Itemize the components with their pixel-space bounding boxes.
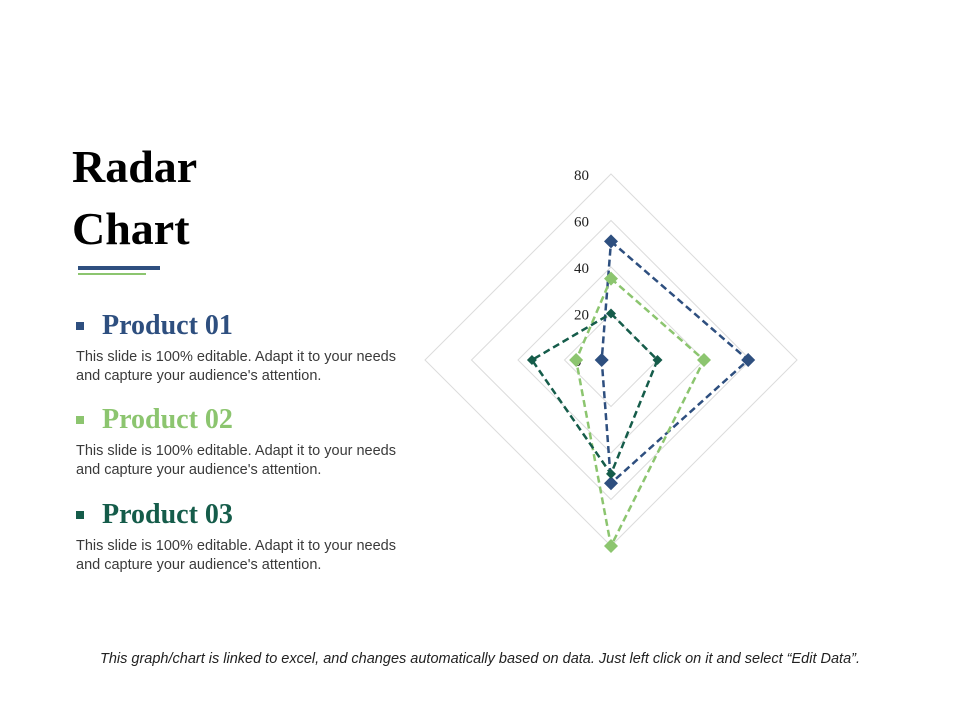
product-01-heading: Product 01: [76, 308, 416, 344]
tick-label-40: 40: [574, 261, 589, 277]
series-3-point-top: [606, 308, 616, 319]
tick-label-60: 60: [574, 215, 589, 231]
product-03-description: This slide is 100% editable. Adapt it to…: [76, 538, 396, 573]
series-2-point-top: [604, 271, 618, 286]
product-03-heading: Product 03: [76, 497, 416, 533]
product-02-name: Product 02: [102, 404, 233, 435]
tick-label-80: 80: [574, 168, 589, 184]
grid-ring-60: [470, 219, 752, 501]
series-3-point-bottom: [606, 468, 616, 479]
product-01-block: Product 01 This slide is 100% editable. …: [76, 308, 416, 386]
footnote: This graph/chart is linked to excel, and…: [99, 651, 861, 667]
product-01-name: Product 01: [102, 310, 233, 341]
title-line-2: Chart: [72, 203, 190, 254]
slide-title: Radar Chart: [72, 136, 197, 260]
product-01-description: This slide is 100% editable. Adapt it to…: [76, 349, 396, 384]
square-bullet-icon: [76, 322, 84, 330]
product-02-heading: Product 02: [76, 402, 416, 438]
series-1-point-top: [604, 234, 618, 249]
series-2-point-bottom: [604, 539, 618, 553]
title-underline-blue: [78, 266, 160, 270]
series-3-point-left: [526, 355, 537, 365]
title-underline-green: [78, 273, 146, 275]
series-1-point-bottom: [604, 476, 618, 491]
series-line-1: [600, 238, 751, 486]
series-1-point-right: [741, 353, 756, 367]
product-03-block: Product 03 This slide is 100% editable. …: [76, 497, 416, 575]
grid-ring-20: [563, 312, 659, 408]
series-line-2: [574, 276, 706, 550]
square-bullet-icon: [76, 416, 84, 424]
square-bullet-icon: [76, 511, 84, 519]
series-1-point-left: [594, 353, 609, 367]
title-underline: [78, 266, 160, 275]
product-02-block: Product 02 This slide is 100% editable. …: [76, 402, 416, 480]
series-3-point-right: [652, 355, 663, 365]
series-2-point-right: [697, 353, 711, 367]
title-line-1: Radar: [72, 141, 198, 192]
product-02-description: This slide is 100% editable. Adapt it to…: [76, 443, 396, 478]
grid-ring-40: [517, 266, 705, 454]
tick-label-20: 20: [574, 308, 589, 324]
series-2-point-left: [569, 353, 584, 367]
product-03-name: Product 03: [102, 499, 233, 530]
series-line-3: [530, 311, 659, 477]
